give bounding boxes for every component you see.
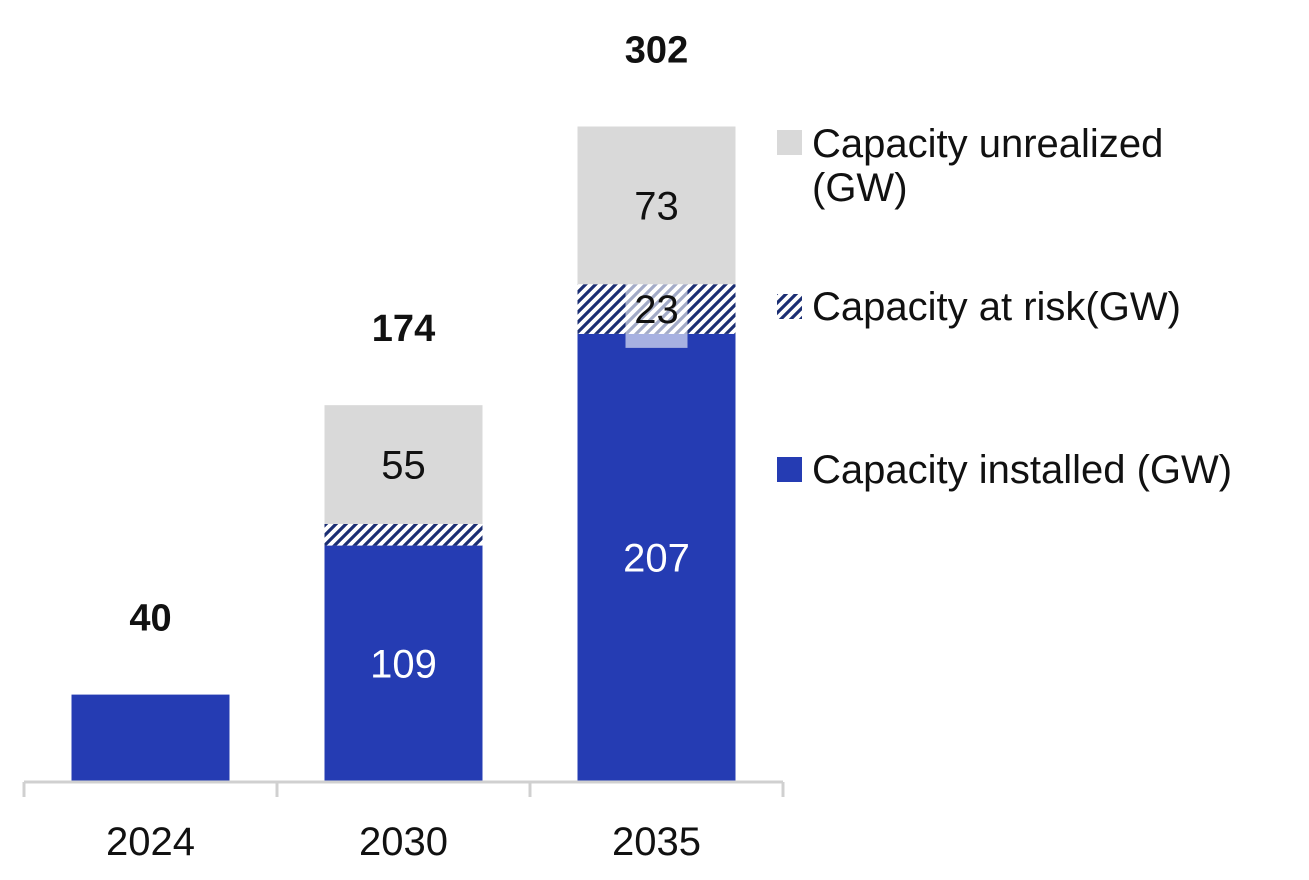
legend-swatch-1	[777, 294, 802, 319]
bar-segment-2030-0	[324, 545, 483, 781]
bar-segment-2035-2	[577, 126, 736, 285]
legend-label-1: Capacity at risk(GW)	[812, 285, 1181, 329]
bar-segment-2030-1	[324, 523, 483, 546]
x-tick-label-2035: 2035	[612, 820, 701, 864]
legend-swatch-2	[777, 130, 802, 155]
value-label-2030-2: 55	[381, 444, 426, 488]
x-tick-label-2024: 2024	[106, 820, 195, 864]
legend-label-2: Capacity unrealized (GW)	[812, 122, 1163, 210]
value-label-2035-0: 207	[623, 536, 690, 580]
bar-segment-2035-0	[577, 333, 736, 781]
total-label-2035: 302	[625, 30, 688, 72]
legend-swatch-0	[777, 457, 802, 482]
legend: Capacity unrealized (GW) Capacity at risk(…	[777, 122, 1232, 492]
bar-segment-2030-2	[324, 405, 483, 524]
value-label-2035-1: 23	[634, 288, 679, 332]
plot-area: 40 2024 109 55 174 2030 207 23 73 302 2035	[22, 30, 785, 864]
value-label-bg-2035-1	[625, 278, 688, 348]
value-label-2030-0: 109	[370, 642, 437, 686]
x-tick-label-2030: 2030	[359, 820, 448, 864]
total-label-2024: 40	[129, 598, 171, 640]
bar-segment-2024-0	[71, 694, 230, 781]
total-label-2030: 174	[372, 308, 435, 350]
legend-label-0: Capacity installed (GW)	[812, 448, 1232, 492]
value-label-2035-2: 73	[634, 184, 679, 228]
